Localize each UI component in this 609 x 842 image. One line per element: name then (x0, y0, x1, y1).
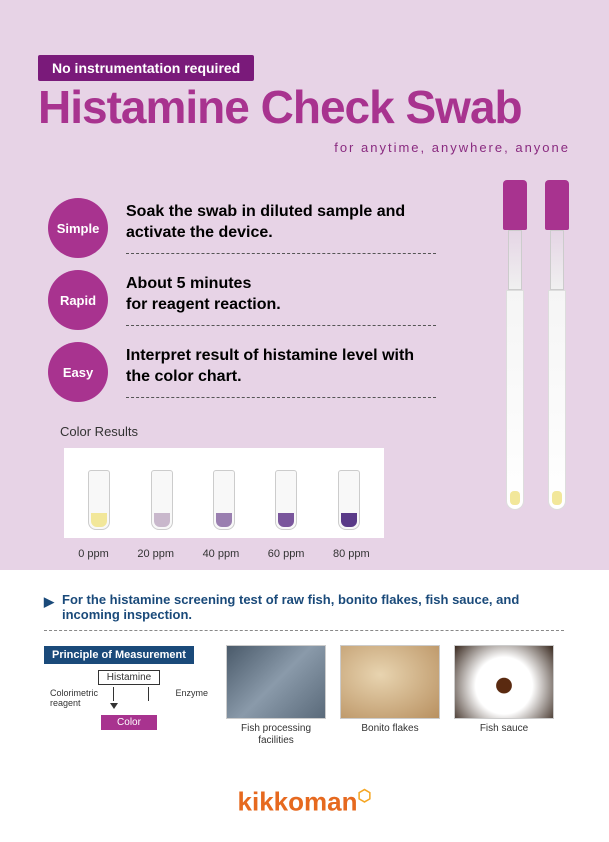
for-section: ▶ For the histamine screening test of ra… (44, 592, 564, 631)
application-fish: Fish processing facilities (226, 645, 326, 747)
ppm-labels: 0 ppm 20 ppm 40 ppm 60 ppm 80 ppm (64, 548, 384, 560)
application-bonito: Bonito flakes (340, 645, 440, 747)
product-subtitle: for anytime, anywhere, anyone (0, 140, 570, 155)
application-sauce: Fish sauce (454, 645, 554, 747)
result-tube-60ppm (272, 456, 300, 530)
reagent-label: Colorimetric reagent (50, 688, 98, 708)
result-tube-0ppm (85, 456, 113, 530)
result-tube-80ppm (335, 456, 363, 530)
hexagon-icon: ⬡ (357, 786, 371, 806)
result-tube-40ppm (210, 456, 238, 530)
histamine-box: Histamine (98, 670, 160, 685)
ppm-label: 40 ppm (203, 548, 240, 560)
feature-simple: Simple Soak the swab in diluted sample a… (48, 198, 436, 258)
feature-circle: Simple (48, 198, 108, 258)
principle-badge: Principle of Measurement (44, 646, 194, 664)
triangle-icon: ▶ (44, 594, 54, 610)
feature-text: About 5 minutes for reagent reaction. (126, 274, 436, 327)
logo-text: kikkoman (238, 787, 358, 817)
ppm-label: 20 ppm (137, 548, 174, 560)
swab-device (503, 180, 527, 540)
color-results-heading: Color Results (60, 424, 138, 439)
feature-easy: Easy Interpret result of histamine level… (48, 342, 436, 402)
sauce-image (454, 645, 554, 719)
enzyme-label: Enzyme (175, 688, 208, 708)
ppm-label: 80 ppm (333, 548, 370, 560)
feature-rapid: Rapid About 5 minutes for reagent reacti… (48, 270, 436, 330)
feature-circle: Rapid (48, 270, 108, 330)
bonito-image (340, 645, 440, 719)
ppm-label: 0 ppm (78, 548, 109, 560)
color-box: Color (101, 715, 157, 730)
color-results-panel (64, 448, 384, 538)
feature-text: Soak the swab in diluted sample and acti… (126, 202, 436, 255)
feature-circle: Easy (48, 342, 108, 402)
swab-device (545, 180, 569, 540)
principle-section: Principle of Measurement Histamine Color… (44, 645, 214, 750)
image-label: Fish processing facilities (226, 723, 326, 747)
image-label: Bonito flakes (340, 723, 440, 735)
principle-diagram: Histamine Colorimetric reagent Enzyme Co… (44, 670, 214, 750)
ppm-label: 60 ppm (268, 548, 305, 560)
feature-text: Interpret result of histamine level with… (126, 346, 436, 399)
no-instrument-badge: No instrumentation required (38, 55, 254, 81)
fish-image (226, 645, 326, 719)
swab-devices (503, 180, 569, 540)
product-title: Histamine Check Swab (38, 80, 522, 134)
application-images: Fish processing facilities Bonito flakes… (226, 645, 554, 747)
for-text: For the histamine screening test of raw … (62, 592, 564, 622)
result-tube-20ppm (148, 456, 176, 530)
kikkoman-logo: kikkoman⬡ (0, 786, 609, 818)
image-label: Fish sauce (454, 723, 554, 735)
